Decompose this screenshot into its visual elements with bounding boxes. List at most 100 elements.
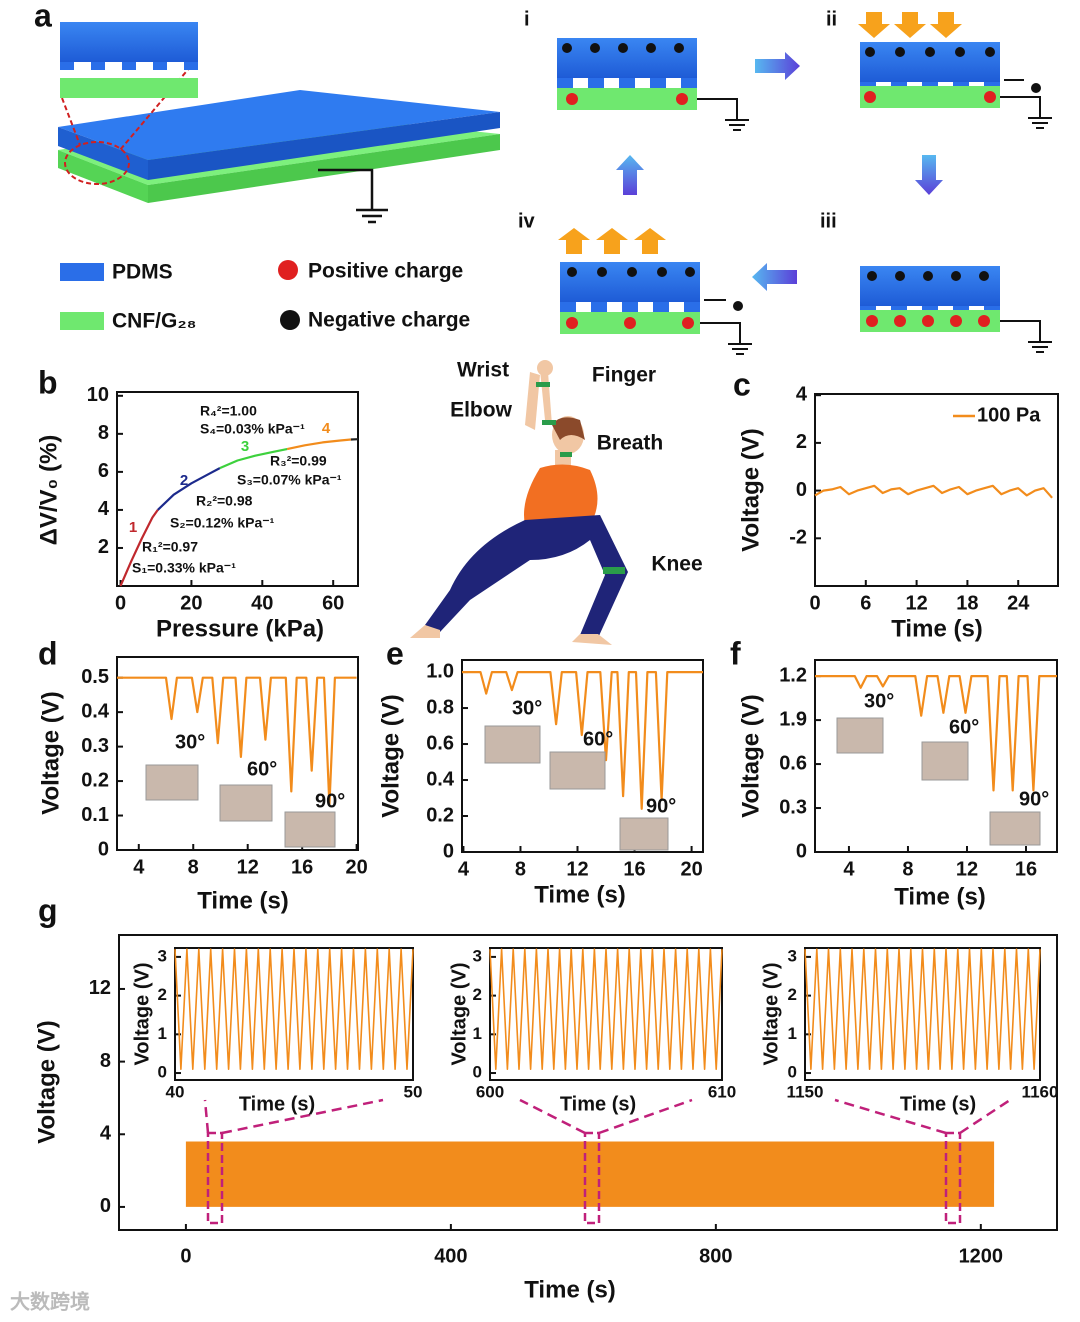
x-tick-label: 0: [180, 1245, 191, 1267]
moving-electron: [733, 301, 743, 311]
plot-frame: [814, 393, 1059, 587]
y-axis-label: ΔV/V₀ (%): [35, 435, 62, 546]
x-tick-label: 400: [434, 1245, 467, 1267]
cnf-layer: [860, 86, 1000, 108]
y-tick-label: 2: [796, 431, 807, 453]
y-tick-label: 0.8: [426, 696, 454, 718]
line: [462, 671, 703, 810]
x-tick-label: 12: [956, 858, 978, 880]
segment-label: 3: [241, 438, 249, 455]
pdms-tooth: [588, 78, 604, 88]
legend-swatch: [60, 312, 104, 330]
negative-charge: [618, 43, 628, 53]
annotation: S₁=0.33% kPa⁻¹: [132, 560, 236, 576]
y-axis-label: Voltage (V): [448, 963, 470, 1066]
force-arrow: [858, 12, 890, 38]
segment-label: 2: [180, 472, 188, 489]
positive-charge: [866, 315, 878, 327]
pdms-tooth: [557, 78, 573, 88]
y-tick-label: 2: [473, 985, 482, 1004]
step-label: iv: [518, 210, 536, 232]
negative-charge: [895, 271, 905, 281]
plot-frame: [804, 947, 1041, 1081]
y-tick-label: 1.2: [779, 664, 807, 686]
area: [185, 1141, 995, 1207]
line: [157, 467, 221, 511]
y-tick-label: 8: [100, 1050, 111, 1072]
y-axis-label: Voltage (V): [377, 694, 404, 818]
panel-label: a: [34, 0, 52, 33]
segment-label: 1: [129, 519, 137, 536]
pdms-tooth: [891, 82, 907, 86]
negative-charge: [985, 47, 995, 57]
negative-charge: [562, 43, 572, 53]
pdms-tooth: [860, 306, 876, 310]
pdms-tooth: [650, 78, 666, 88]
x-tick-label: 8: [902, 858, 913, 880]
ground-wire: [1000, 96, 1041, 118]
y-tick-label: 0.2: [426, 804, 454, 826]
x-axis-label: Time (s): [534, 881, 626, 908]
body-label: Breath: [597, 432, 664, 455]
force-arrow: [930, 12, 962, 38]
y-tick-label: 0.5: [81, 666, 109, 688]
photo: [619, 817, 669, 851]
annotation: 30°: [175, 731, 205, 753]
y-tick-label: 2: [788, 985, 797, 1004]
y-axis-label: Voltage (V): [131, 963, 153, 1066]
annotation: R₄²=1.00: [200, 403, 257, 419]
force-arrow: [558, 228, 590, 254]
negative-charge: [597, 267, 607, 277]
plot-frame: [116, 391, 359, 587]
pdms-layer: [557, 38, 697, 78]
pdms-tooth: [984, 82, 1000, 86]
x-tick-label: 4: [133, 856, 145, 878]
y-tick-label: 4: [796, 383, 808, 405]
annotation: R₁²=0.97: [142, 539, 198, 555]
x-tick-label: 20: [680, 858, 702, 880]
x-tick-label: 20: [180, 592, 202, 614]
x-tick-label: 16: [291, 856, 313, 878]
y-tick-label: 4: [100, 1123, 112, 1145]
y-tick-label: 0: [796, 479, 807, 501]
x-tick-label: 1200: [959, 1245, 1004, 1267]
pdms-tooth: [560, 302, 576, 312]
y-tick-label: 10: [87, 384, 109, 406]
pdms-tooth: [622, 302, 638, 312]
y-tick-label: 0: [443, 840, 454, 862]
annotation: 90°: [1019, 788, 1049, 810]
device-3d: [58, 22, 500, 224]
x-tick-label: 610: [708, 1082, 736, 1101]
negative-charge: [567, 267, 577, 277]
annotation: 30°: [512, 697, 542, 719]
zoom-box: [944, 1131, 962, 1225]
annotation: 90°: [646, 795, 676, 817]
body-label: Knee: [651, 553, 702, 576]
negative-charge: [951, 271, 961, 281]
cnf-layer: [557, 88, 697, 110]
body-illustration: [410, 360, 628, 645]
positive-charge: [978, 315, 990, 327]
legend-label: PDMS: [112, 261, 173, 284]
y-tick-label: 3: [473, 946, 482, 965]
y-tick-label: 1: [788, 1024, 797, 1043]
photo: [219, 784, 273, 822]
annotation: 60°: [583, 728, 613, 750]
negative-charge: [685, 267, 695, 277]
y-tick-label: 0: [788, 1063, 797, 1082]
moving-electron: [1031, 83, 1041, 93]
y-tick-label: 1: [473, 1024, 482, 1043]
positive-charge: [894, 315, 906, 327]
photo: [989, 811, 1041, 846]
y-tick-label: 0: [473, 1063, 482, 1082]
x-tick-label: 0: [809, 592, 820, 614]
x-axis-label: Time (s): [524, 1276, 616, 1303]
plot-frame: [174, 947, 414, 1081]
legend-label: Negative charge: [308, 309, 470, 332]
pdms-tooth: [684, 302, 700, 312]
pdms-tooth: [591, 302, 607, 312]
plot-frame: [489, 947, 723, 1081]
pdms-tooth: [953, 306, 969, 310]
negative-charge: [657, 267, 667, 277]
y-tick-label: 1.0: [426, 660, 454, 682]
